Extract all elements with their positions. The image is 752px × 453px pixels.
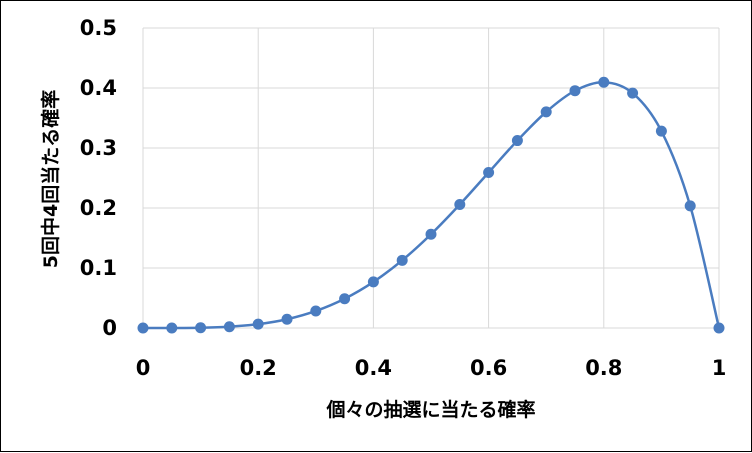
data-point	[483, 166, 495, 178]
y-tick-label: 0.1	[80, 256, 117, 280]
data-point	[454, 198, 466, 210]
data-point	[655, 125, 667, 137]
y-tick-label: 0.4	[80, 76, 117, 100]
data-point	[252, 318, 264, 330]
y-tick-label: 0	[102, 316, 117, 340]
y-tick-label: 0.2	[80, 196, 117, 220]
x-tick-label: 0.2	[240, 356, 277, 380]
x-tick-label: 0.6	[470, 356, 507, 380]
data-point	[511, 135, 523, 147]
series	[137, 76, 725, 334]
data-point	[713, 322, 725, 334]
data-point	[569, 85, 581, 97]
data-point	[281, 313, 293, 325]
data-point	[598, 76, 610, 88]
data-point	[425, 228, 437, 240]
data-point	[627, 87, 639, 99]
x-axis-title: 個々の抽選に当たる確率	[325, 398, 535, 421]
x-tick-label: 0.8	[585, 356, 622, 380]
y-tick-label: 0.5	[80, 16, 117, 40]
x-tick-label: 0	[136, 356, 151, 380]
x-tick-label: 1	[712, 356, 727, 380]
tick-labels: 0 0.2 0.4 0.6 0.8 1 0 0.1 0.2 0.3 0.4 0.5	[80, 16, 727, 380]
data-point	[166, 322, 178, 334]
data-point	[367, 276, 379, 288]
data-point	[137, 322, 149, 334]
data-point	[310, 305, 322, 317]
series-line	[142, 80, 721, 330]
y-tick-label: 0.3	[80, 136, 117, 160]
data-point	[540, 106, 552, 118]
data-point	[339, 293, 351, 305]
y-axis-title: 5回中4回当たる確率	[39, 90, 62, 268]
gridlines	[142, 27, 720, 329]
data-point	[396, 254, 408, 266]
data-point	[195, 322, 207, 334]
x-tick-label: 0.4	[355, 356, 392, 380]
data-point	[684, 200, 696, 212]
data-point	[223, 321, 235, 333]
